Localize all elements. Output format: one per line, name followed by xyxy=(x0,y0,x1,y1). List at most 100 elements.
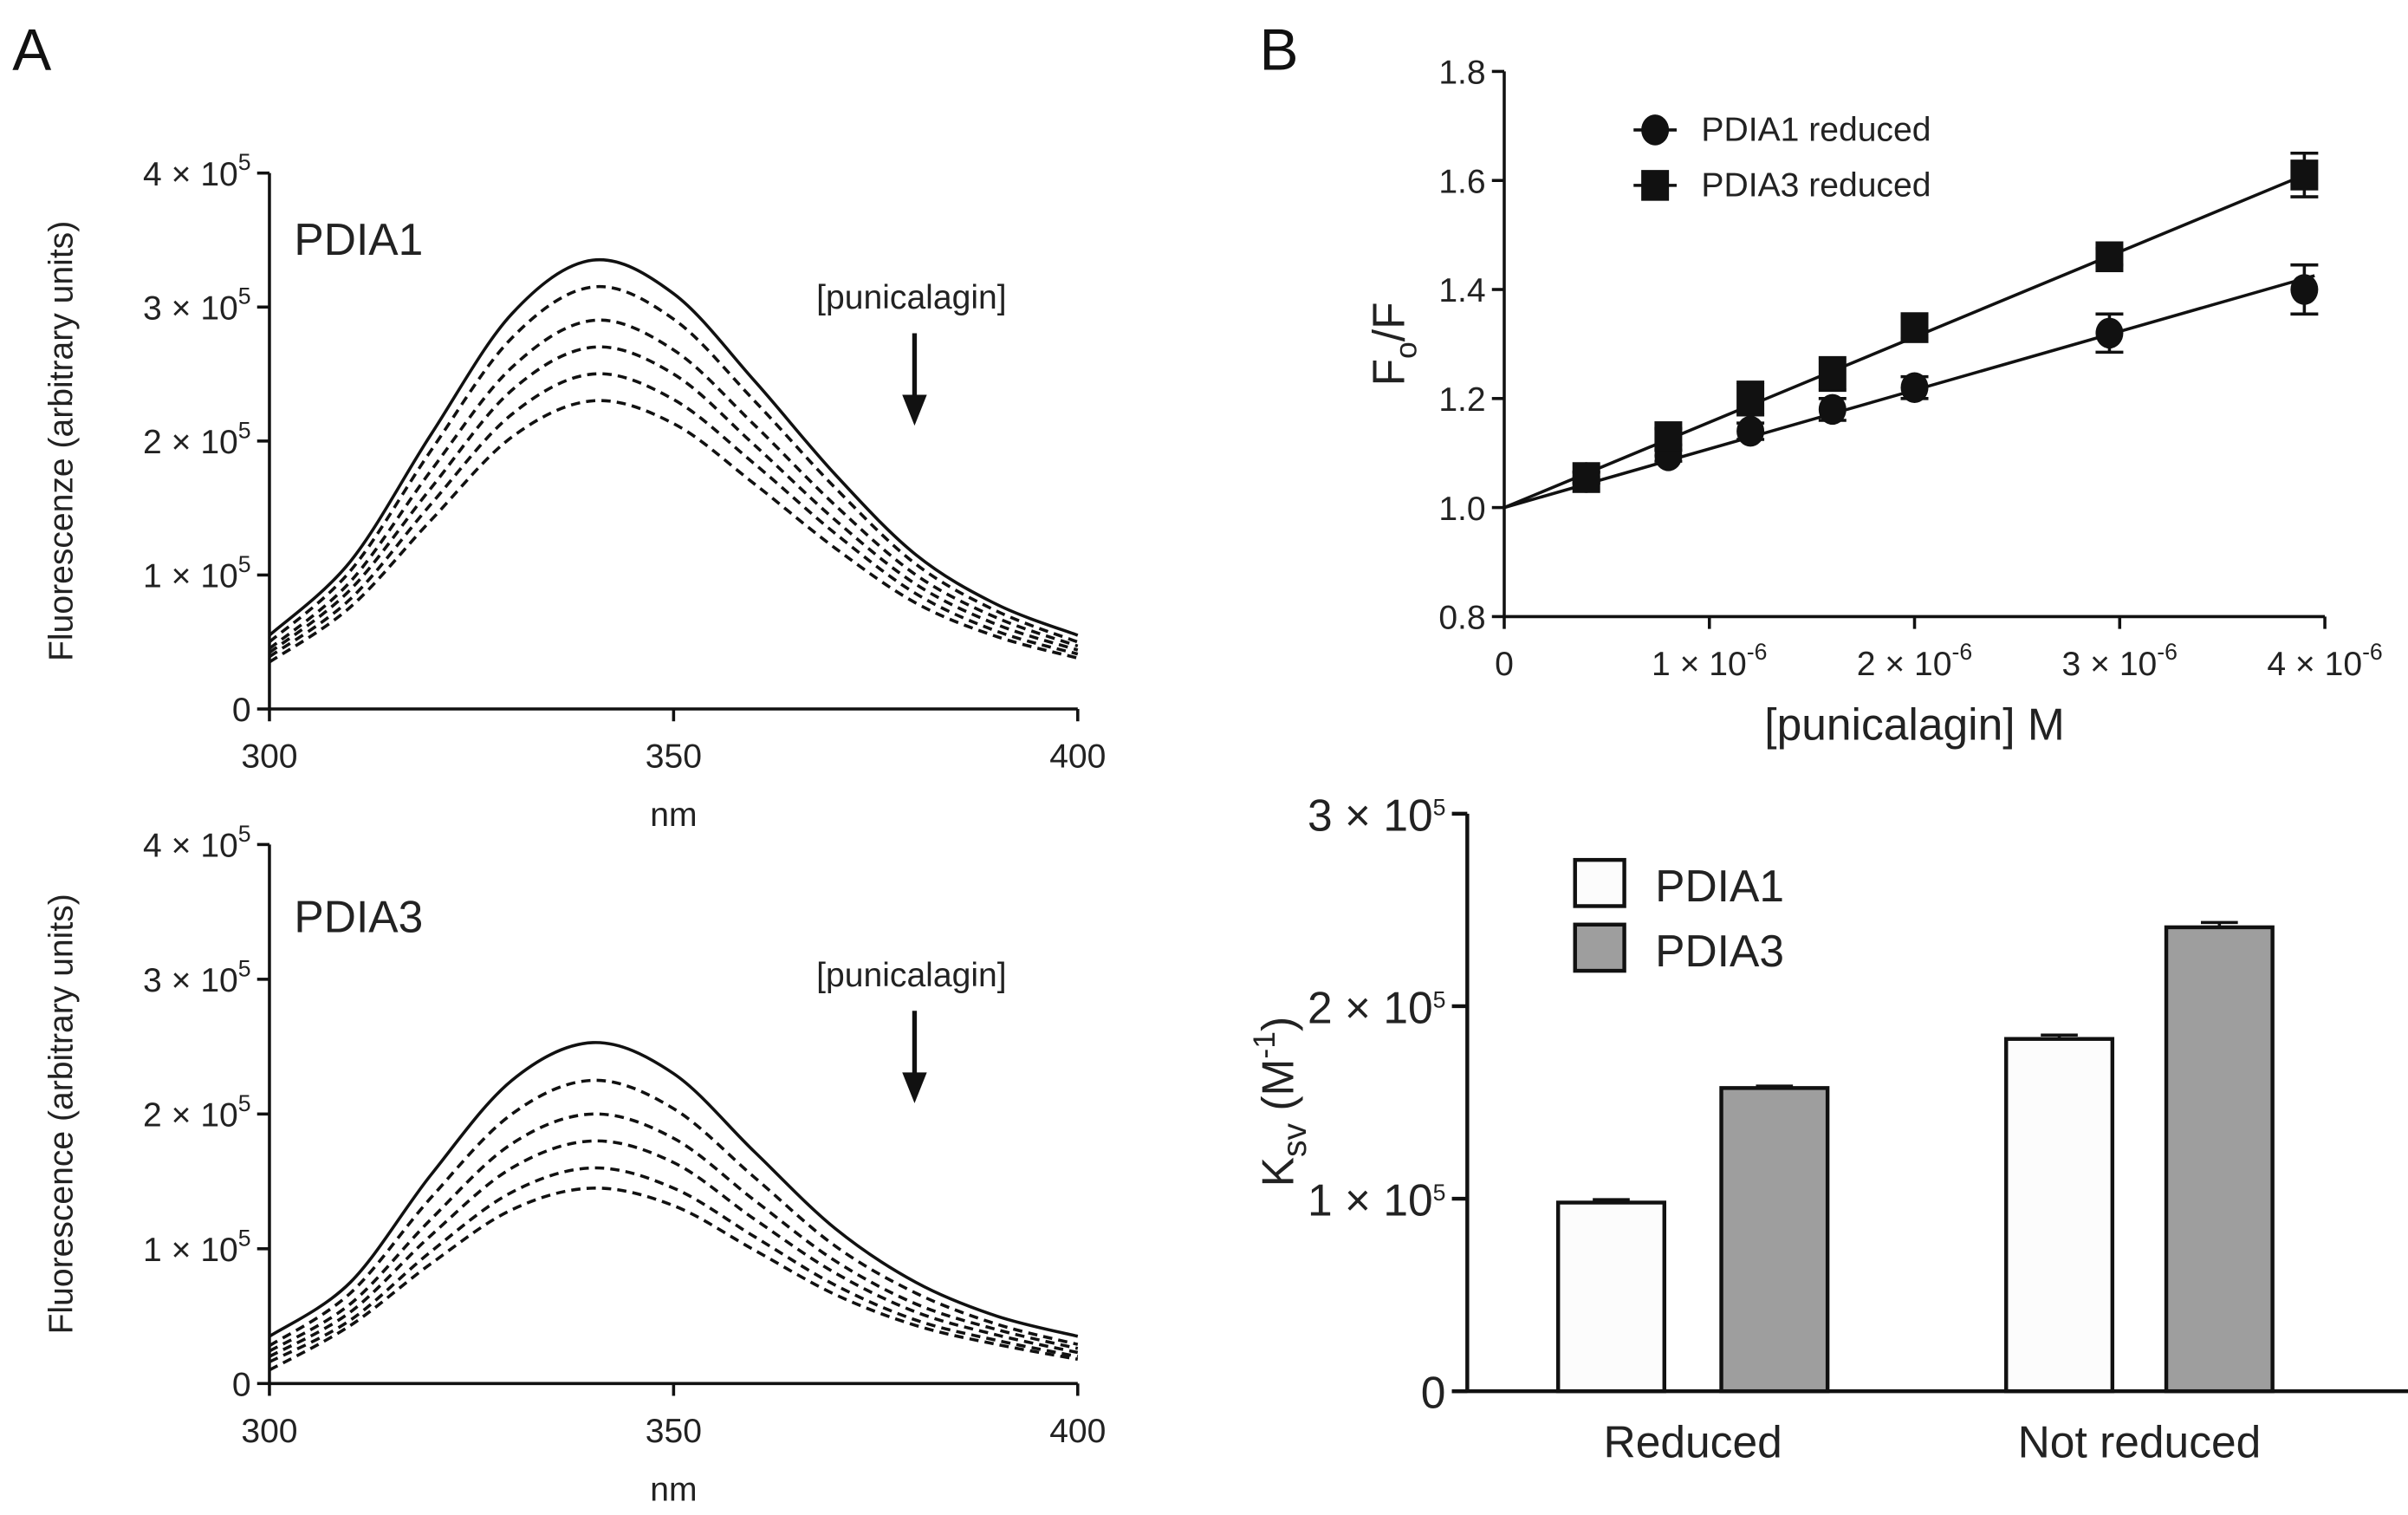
x-tick-label-base: 1 × 10 xyxy=(1652,646,1747,683)
data-point-square xyxy=(1736,383,1765,414)
y-tick-label: 1.2 xyxy=(1438,381,1485,419)
y-axis-label: Fluorescenze (arbitrary units) xyxy=(43,221,81,661)
y-label-rest: (M xyxy=(1253,1059,1303,1123)
y-label-rest: /F xyxy=(1363,302,1413,341)
y-tick-label: 0 xyxy=(232,1367,251,1404)
x-tick-label: 2 × 10-6 xyxy=(1857,639,1972,683)
y-label-sub: sv xyxy=(1276,1123,1314,1158)
y-label-end: ) xyxy=(1253,1017,1303,1031)
spectrum-line-5 xyxy=(268,399,1079,664)
y-tick-label-base: 2 × 10 xyxy=(143,424,238,461)
y-tick-label-exp: 5 xyxy=(1433,987,1446,1013)
y-axis-label: Fo/F xyxy=(1363,302,1423,386)
y-tick-label-base: 2 × 10 xyxy=(1308,983,1433,1033)
data-point-circle xyxy=(2095,317,2124,349)
x-tick-label: 1 × 10-6 xyxy=(1652,639,1767,683)
y-tick-label-base: 1 × 10 xyxy=(143,1232,238,1269)
y-tick-label: 0 xyxy=(232,692,251,729)
legend-swatch xyxy=(1573,857,1626,908)
spectrum-line-3 xyxy=(268,345,1079,654)
y-tick-label-exp: 5 xyxy=(238,1225,251,1251)
y-tick-label-exp: 5 xyxy=(238,149,251,175)
data-point-square xyxy=(1654,421,1683,452)
x-tick-label: 0 xyxy=(1495,646,1514,683)
y-tick-label: 2 × 105 xyxy=(143,1090,251,1135)
data-point-circle xyxy=(1900,372,1929,404)
data-point-square xyxy=(2095,241,2124,273)
y-tick-label: 0 xyxy=(1421,1368,1446,1418)
arrow-down-icon xyxy=(902,1072,927,1103)
spectrum-line-2 xyxy=(269,1112,1079,1353)
x-axis-label: nm xyxy=(650,1471,697,1508)
spectrum-line-0 xyxy=(268,1041,1079,1338)
y-tick-label: 3 × 105 xyxy=(1308,790,1446,840)
y-tick-label-exp: 5 xyxy=(238,417,251,443)
y-tick-label-base: 0 xyxy=(232,1367,251,1404)
chart-b-top-stern-volmer: 0.81.01.21.41.61.80 1 × 10-6 2 × 10-6 3 × 1… xyxy=(1363,55,2382,750)
y-tick-label-base: 4 × 10 xyxy=(143,828,238,865)
y-tick-label: 1.4 xyxy=(1438,272,1485,309)
y-tick-label: 0.8 xyxy=(1438,600,1485,637)
x-tick-label: 400 xyxy=(1049,738,1106,776)
y-label-base: F xyxy=(1363,359,1413,386)
spectrum-line-1 xyxy=(268,284,1079,644)
legend-circle-marker xyxy=(1641,114,1670,146)
spectrum-line-4 xyxy=(268,372,1079,659)
y-tick-label: 1.0 xyxy=(1438,491,1485,528)
bar-pdia1 xyxy=(2004,1037,2115,1394)
arrow-down-icon xyxy=(902,394,927,426)
y-tick-label-base: 4 × 10 xyxy=(143,156,238,193)
y-tick-label: 2 × 105 xyxy=(143,417,251,461)
data-point-circle xyxy=(2290,274,2319,305)
punicalagin-annotation: [punicalagin] xyxy=(816,957,1006,994)
y-tick-label: 1.6 xyxy=(1438,163,1485,200)
data-point-square xyxy=(1900,312,1929,343)
data-point-circle xyxy=(1736,415,1765,447)
y-tick-label-base: 2 × 10 xyxy=(143,1097,238,1135)
category-label: Not reduced xyxy=(2018,1417,2262,1467)
x-tick-label-exp: -6 xyxy=(2362,639,2383,665)
y-tick-label-exp: 5 xyxy=(1433,1180,1446,1206)
bar-pdia1 xyxy=(1555,1200,1667,1394)
y-tick-label-base: 3 × 10 xyxy=(143,962,238,999)
y-tick-label-base: 0 xyxy=(1421,1368,1446,1418)
y-tick-label-exp: 5 xyxy=(238,955,251,981)
x-tick-label-base: 3 × 10 xyxy=(2062,646,2158,683)
panel-label-a: A xyxy=(12,18,51,83)
y-tick-label: 4 × 105 xyxy=(143,149,251,193)
spectrum-line-1 xyxy=(268,1078,1079,1348)
legend-label: PDIA3 reduced xyxy=(1701,166,1931,204)
x-tick-label-exp: -6 xyxy=(1747,639,1768,665)
x-tick-label: 350 xyxy=(646,1413,702,1450)
spectrum-line-3 xyxy=(269,1139,1079,1358)
y-tick-label-base: 1 × 10 xyxy=(1308,1175,1433,1226)
bar-pdia3 xyxy=(2164,925,2275,1394)
y-tick-label-base: 0 xyxy=(232,692,251,729)
y-tick-label-exp: 5 xyxy=(238,821,251,847)
punicalagin-annotation: [punicalagin] xyxy=(816,279,1006,316)
x-tick-label: 350 xyxy=(646,738,702,776)
spectrum-line-0 xyxy=(268,257,1079,637)
x-tick-label: 300 xyxy=(241,1413,297,1450)
spectrum-line-2 xyxy=(268,318,1079,650)
y-label-exp: -1 xyxy=(1247,1031,1282,1059)
y-tick-label: 3 × 105 xyxy=(143,283,251,328)
y-tick-label: 1.8 xyxy=(1438,55,1485,92)
bar-pdia3 xyxy=(1719,1086,1830,1394)
spectrum-line-4 xyxy=(269,1166,1079,1363)
panel-label-b: B xyxy=(1259,18,1298,83)
y-tick-label-base: 3 × 10 xyxy=(143,289,238,327)
data-point-circle xyxy=(1818,393,1847,426)
y-tick-label: 4 × 105 xyxy=(143,821,251,865)
legend-square-marker xyxy=(1641,170,1670,201)
y-label-base: K xyxy=(1253,1157,1303,1187)
x-axis-label: nm xyxy=(650,797,697,834)
x-tick-label: 300 xyxy=(241,738,297,776)
y-tick-label: 1 × 105 xyxy=(143,1225,251,1269)
chart-title: PDIA1 xyxy=(294,214,423,264)
legend-swatch xyxy=(1573,922,1626,973)
chart-title: PDIA3 xyxy=(294,892,423,942)
y-tick-label-base: 3 × 10 xyxy=(1308,790,1433,840)
